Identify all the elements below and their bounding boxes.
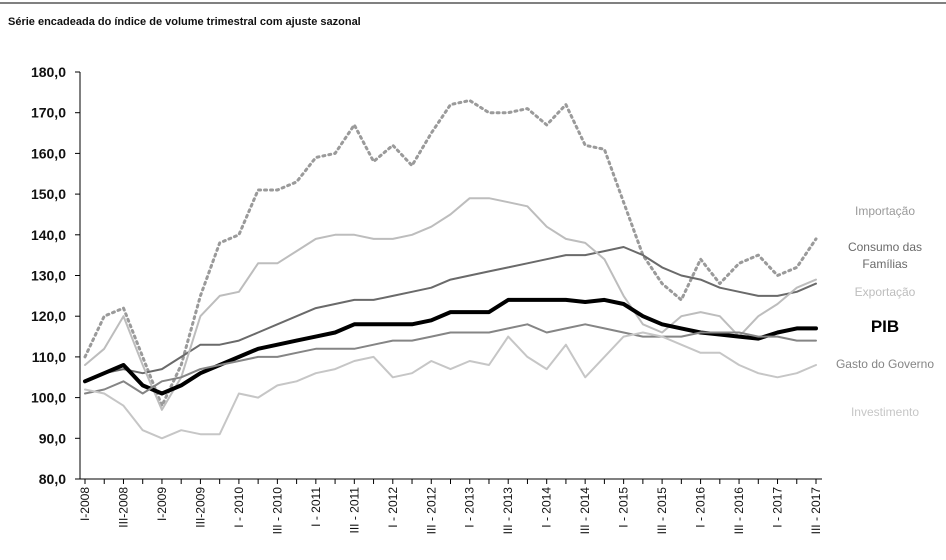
- series-line: [84, 331, 817, 440]
- y-tick-label: 110,0: [32, 349, 66, 365]
- x-tick-label: III - 2011: [347, 487, 361, 534]
- legend-label: Consumo das Famílias: [847, 240, 923, 271]
- x-tick-label: III-2009: [193, 487, 207, 528]
- x-tick-label: III - 2013: [501, 487, 515, 535]
- series-line: [83, 297, 818, 396]
- y-tick-label: 140,0: [31, 227, 66, 243]
- x-tick-label: I - 2010: [232, 487, 246, 528]
- series-line: [84, 246, 817, 383]
- x-tick-label: III - 2017: [809, 487, 823, 535]
- legend-label: Investimento: [850, 405, 920, 419]
- x-tick-label: III - 2016: [732, 487, 746, 535]
- y-tick-label: 90,0: [39, 430, 66, 446]
- x-tick-label: I-2009: [155, 487, 169, 521]
- y-tick-label: 150,0: [31, 186, 66, 202]
- series-line: [84, 323, 817, 395]
- y-tick-label: 80,0: [39, 471, 66, 487]
- series-line: [83, 99, 818, 408]
- legend-label: Exportação: [854, 285, 916, 299]
- series-line: [84, 197, 817, 411]
- x-tick-label: I - 2015: [617, 487, 631, 528]
- x-tick-label: III - 2015: [655, 487, 669, 535]
- x-tick-label: I - 2012: [386, 487, 400, 528]
- x-tick-label: I - 2013: [463, 487, 477, 528]
- legend-label: PIB: [870, 317, 900, 336]
- x-tick-label: I - 2014: [540, 487, 554, 528]
- legend-label: Importação: [854, 204, 916, 218]
- legend-label: Gasto do Governo: [835, 357, 935, 371]
- chart-title: Série encadeada do índice de volume trim…: [8, 16, 361, 28]
- x-tick-label: I - 2017: [771, 487, 785, 528]
- x-tick-label: I - 2011: [309, 487, 323, 527]
- y-tick-label: 180,0: [31, 64, 66, 80]
- x-tick-label: I - 2016: [694, 487, 708, 528]
- x-tick-label: III-2008: [116, 487, 130, 528]
- x-tick-label: III - 2014: [578, 487, 592, 535]
- y-tick-label: 120,0: [31, 308, 66, 324]
- y-tick-label: 130,0: [31, 268, 66, 284]
- x-tick-label: III - 2010: [270, 487, 284, 535]
- x-tick-label: III - 2012: [424, 487, 438, 535]
- y-tick-label: 100,0: [31, 390, 66, 406]
- x-tick-label: I-2008: [78, 487, 92, 521]
- y-tick-label: 170,0: [31, 105, 66, 121]
- y-tick-label: 160,0: [31, 145, 66, 161]
